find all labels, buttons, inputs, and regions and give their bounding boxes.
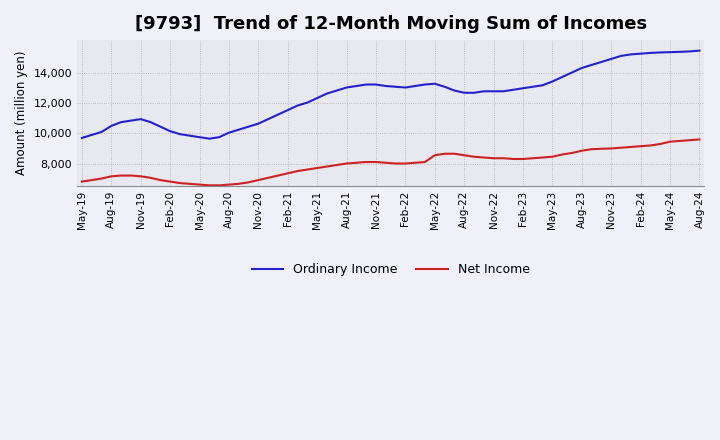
Net Income	[78, 179, 86, 184]
Ordinary Income	[480, 88, 488, 94]
Net Income	[480, 155, 488, 160]
Line: Ordinary Income: Ordinary Income	[82, 51, 699, 139]
Net Income	[695, 137, 703, 142]
Ordinary Income	[78, 135, 86, 140]
Ordinary Income	[490, 88, 498, 94]
Title: [9793]  Trend of 12-Month Moving Sum of Incomes: [9793] Trend of 12-Month Moving Sum of I…	[135, 15, 647, 33]
Ordinary Income	[391, 84, 400, 89]
Ordinary Income	[205, 136, 214, 141]
Ordinary Income	[156, 124, 165, 129]
Ordinary Income	[431, 81, 439, 86]
Line: Net Income: Net Income	[82, 139, 699, 185]
Net Income	[342, 161, 351, 166]
Ordinary Income	[695, 48, 703, 53]
Y-axis label: Amount (million yen): Amount (million yen)	[15, 51, 28, 176]
Ordinary Income	[342, 85, 351, 90]
Net Income	[431, 153, 439, 158]
Legend: Ordinary Income, Net Income: Ordinary Income, Net Income	[247, 258, 534, 281]
Net Income	[205, 183, 214, 188]
Net Income	[156, 177, 165, 183]
Net Income	[490, 156, 498, 161]
Net Income	[391, 161, 400, 166]
